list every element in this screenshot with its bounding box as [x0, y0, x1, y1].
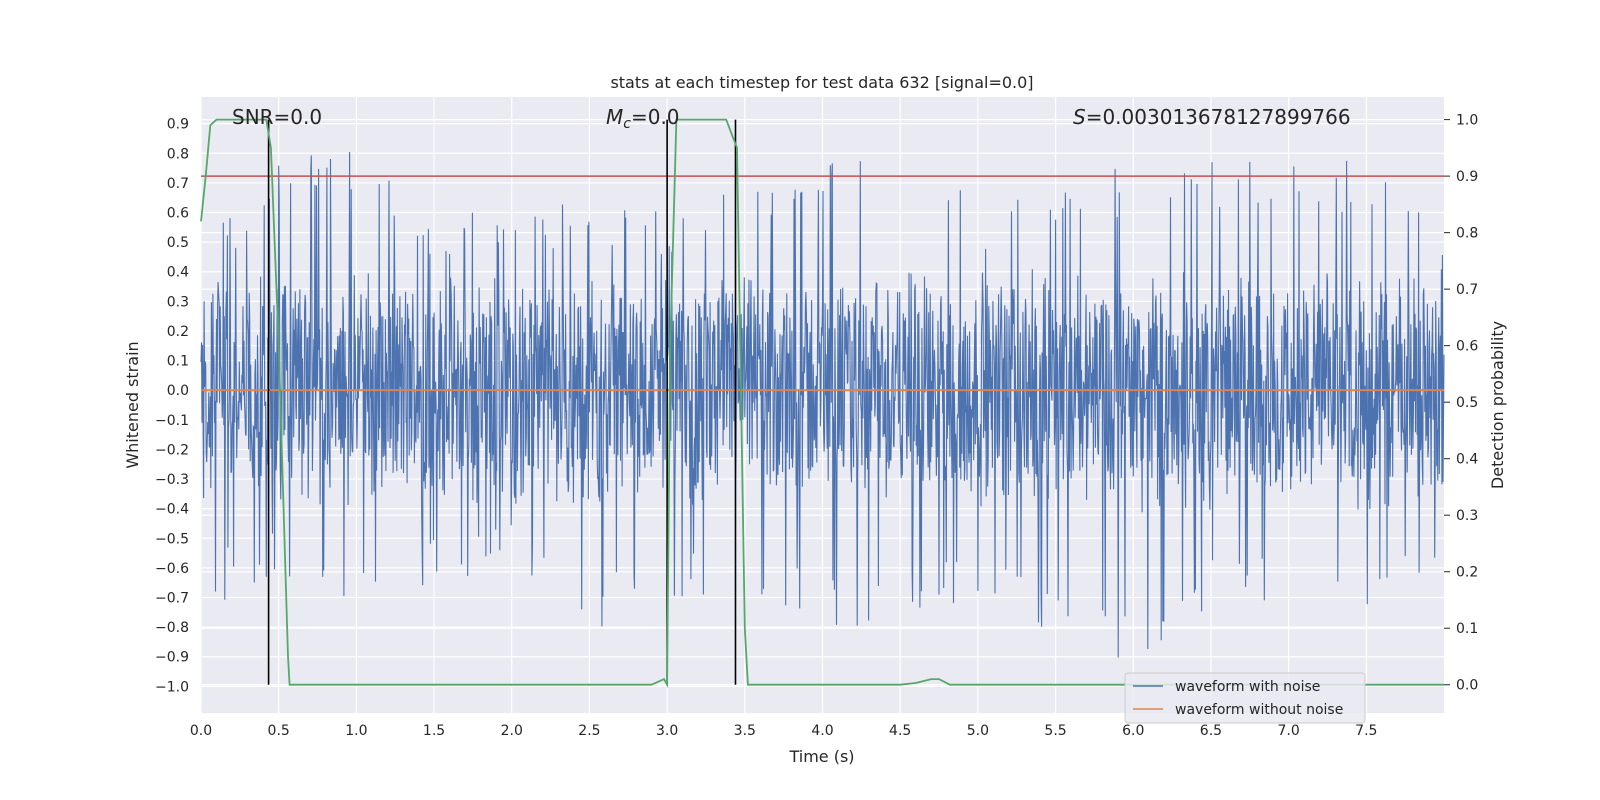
y-right-tick-label: 1.0 [1456, 113, 1478, 129]
y-right-tick-label: 0.7 [1456, 282, 1478, 298]
x-tick-label: 5.5 [1044, 723, 1066, 739]
waveform-with-noise-line [200, 151, 1445, 658]
y-tick-label: 0.7 [167, 176, 189, 192]
x-tick-label: 4.5 [889, 723, 911, 739]
y-axis-label: Whitened strain [123, 341, 142, 468]
y-tick-label: −0.3 [155, 472, 189, 488]
x-tick-label: 2.0 [501, 723, 523, 739]
y-tick-label: −0.4 [155, 502, 189, 518]
x-tick-label: 3.5 [734, 723, 756, 739]
y-tick-label: 0.3 [167, 294, 189, 310]
y-right-tick-label: 0.5 [1456, 395, 1478, 411]
x-tick-label: 6.0 [1122, 723, 1144, 739]
y-right-tick-label: 0.8 [1456, 226, 1478, 242]
y-tick-label: 0.6 [167, 206, 189, 222]
y-tick-label: −0.2 [155, 442, 189, 458]
y-tick-label: −0.6 [155, 561, 189, 577]
mc-value: =0.0 [631, 105, 680, 129]
y-tick-label: −0.1 [155, 413, 189, 429]
x-tick-label: 2.5 [578, 723, 600, 739]
y-right-tick-label: 0.4 [1456, 452, 1478, 468]
y-tick-label: 0.5 [167, 235, 189, 251]
x-tick-label: 0.5 [268, 723, 290, 739]
y-tick-label: −1.0 [155, 679, 189, 695]
legend: waveform with noise waveform without noi… [1124, 672, 1366, 724]
y-right-tick-label: 0.3 [1456, 508, 1478, 524]
overlay-lines [200, 118, 1444, 689]
mc-subscript: c [623, 116, 631, 132]
y-right-tick-label: 0.9 [1456, 169, 1478, 185]
y-tick-label: 0.2 [167, 324, 189, 340]
y-right-tick-label: 0.1 [1456, 621, 1478, 637]
mc-symbol: M [606, 105, 623, 129]
x-tick-label: 6.5 [1200, 723, 1222, 739]
legend-label-noise: waveform with noise [1175, 679, 1320, 695]
x-tick-label: 4.0 [811, 723, 833, 739]
x-tick-label: 1.5 [423, 723, 445, 739]
waveform-with-noise-series [200, 151, 1445, 658]
tick-labels: 0.0 0.5 1.0 1.5 2.0 2.5 3.0 3.5 4.0 4.5 5.0 5.5 6.0 6… [155, 113, 1478, 739]
y-tick-label: 0.1 [167, 354, 189, 370]
snr-annotation: SNR=0.0 [232, 105, 322, 129]
detection-probability-line [200, 118, 1444, 689]
y-tick-label: −0.5 [155, 531, 189, 547]
y-tick-label: 0.8 [167, 146, 189, 162]
x-axis-label: Time (s) [788, 747, 854, 766]
s-symbol: S [1073, 105, 1086, 129]
mc-annotation: Mc=0.0 [606, 105, 680, 132]
y-right-tick-label: 0.0 [1456, 678, 1478, 694]
y-tick-label: 0.4 [167, 265, 189, 281]
y-tick-label: −0.7 [155, 591, 189, 607]
chart-title: stats at each timestep for test data 632… [610, 73, 1033, 92]
x-tick-label: 0.0 [190, 723, 212, 739]
x-tick-label: 1.0 [345, 723, 367, 739]
x-tick-label: 7.5 [1355, 723, 1377, 739]
legend-label-clean: waveform without noise [1175, 702, 1343, 718]
s-value: =0.003013678127899766 [1086, 105, 1351, 129]
y-axis-right-label: Detection probability [1488, 321, 1507, 489]
y-tick-label: 0.9 [167, 117, 189, 133]
y-tick-label: 0.0 [167, 383, 189, 399]
y-right-tick-label: 0.2 [1456, 565, 1478, 581]
y-right-tick-label: 0.6 [1456, 339, 1478, 355]
legend-box [1124, 672, 1366, 724]
x-tick-label: 5.0 [967, 723, 989, 739]
y-tick-label: −0.9 [155, 650, 189, 666]
x-tick-label: 7.0 [1277, 723, 1299, 739]
y-tick-label: −0.8 [155, 620, 189, 636]
x-tick-label: 3.0 [656, 723, 678, 739]
s-annotation: S=0.003013678127899766 [1073, 105, 1351, 129]
